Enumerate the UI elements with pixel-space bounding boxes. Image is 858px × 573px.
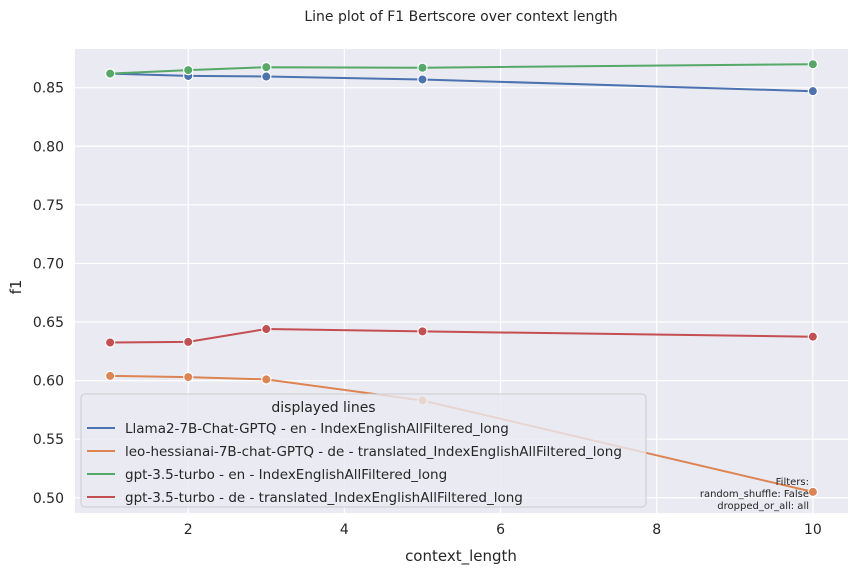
legend-box bbox=[80, 393, 647, 508]
x-tick-label: 8 bbox=[652, 522, 661, 538]
data-point bbox=[183, 371, 194, 383]
legend-label: Llama2-7B-Chat-GPTQ - en - IndexEnglishA… bbox=[125, 421, 509, 437]
legend-item: gpt-3.5-turbo - en - IndexEnglishAllFilt… bbox=[87, 467, 447, 483]
y-tick-label: 0.85 bbox=[33, 81, 64, 97]
data-point bbox=[261, 61, 272, 73]
data-point bbox=[807, 85, 819, 97]
y-tick-label: 0.55 bbox=[33, 432, 64, 448]
legend-item: gpt-3.5-turbo - de - translated_IndexEng… bbox=[87, 490, 523, 506]
legend-item: leo-hessianai-7B-chat-GPTQ - de - transl… bbox=[87, 444, 622, 460]
filter-line: dropped_or_all: all bbox=[717, 501, 809, 512]
data-point bbox=[417, 74, 428, 85]
y-tick-label: 0.80 bbox=[33, 139, 64, 155]
data-point bbox=[183, 64, 194, 76]
filters-annotation: Filters:random_shuffle: Falsedropped_or_… bbox=[700, 477, 809, 512]
legend: displayed lines Llama2-7B-Chat-GPTQ - en … bbox=[80, 393, 647, 508]
legend-title: displayed lines bbox=[271, 400, 375, 416]
x-tick-label: 6 bbox=[496, 522, 505, 538]
y-tick-label: 0.75 bbox=[33, 198, 64, 214]
chart-title: Line plot of F1 Bertscore over context l… bbox=[304, 9, 617, 25]
x-axis-label: context_length bbox=[405, 547, 517, 566]
tick-labels: 2 4 6 8 10 0.50 0.55 0.60 0.65 0.70 0.75 0.80 0.85 bbox=[33, 81, 822, 538]
data-point bbox=[261, 323, 272, 335]
y-tick-label: 0.70 bbox=[33, 256, 64, 272]
data-point bbox=[417, 326, 428, 337]
data-point bbox=[417, 62, 428, 73]
series-4 bbox=[104, 323, 819, 348]
data-point bbox=[807, 486, 819, 498]
data-point bbox=[104, 68, 116, 79]
legend-label: leo-hessianai-7B-chat-GPTQ - de - transl… bbox=[125, 444, 622, 460]
x-tick-label: 10 bbox=[804, 522, 822, 538]
y-tick-label: 0.50 bbox=[33, 491, 64, 507]
data-point bbox=[183, 336, 194, 348]
y-tick-label: 0.65 bbox=[33, 315, 64, 331]
data-point bbox=[807, 331, 819, 342]
series-3 bbox=[104, 59, 819, 79]
data-point bbox=[261, 71, 272, 82]
legend-item: Llama2-7B-Chat-GPTQ - en - IndexEnglishA… bbox=[87, 421, 509, 437]
filter-line: random_shuffle: False bbox=[700, 489, 809, 500]
x-tick-label: 4 bbox=[340, 522, 349, 538]
legend-label: gpt-3.5-turbo - de - translated_IndexEng… bbox=[125, 490, 523, 506]
data-point bbox=[261, 374, 272, 385]
data-point bbox=[104, 337, 116, 348]
series-layer bbox=[104, 59, 819, 498]
data-point bbox=[807, 59, 819, 70]
y-axis-label: f1 bbox=[7, 280, 25, 295]
filter-line: Filters: bbox=[776, 477, 809, 488]
x-tick-label: 2 bbox=[184, 522, 193, 538]
y-tick-label: 0.60 bbox=[33, 374, 64, 390]
legend-label: gpt-3.5-turbo - en - IndexEnglishAllFilt… bbox=[125, 467, 447, 483]
data-point bbox=[104, 370, 116, 382]
